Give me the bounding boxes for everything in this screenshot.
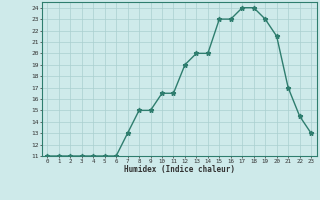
X-axis label: Humidex (Indice chaleur): Humidex (Indice chaleur) [124,165,235,174]
